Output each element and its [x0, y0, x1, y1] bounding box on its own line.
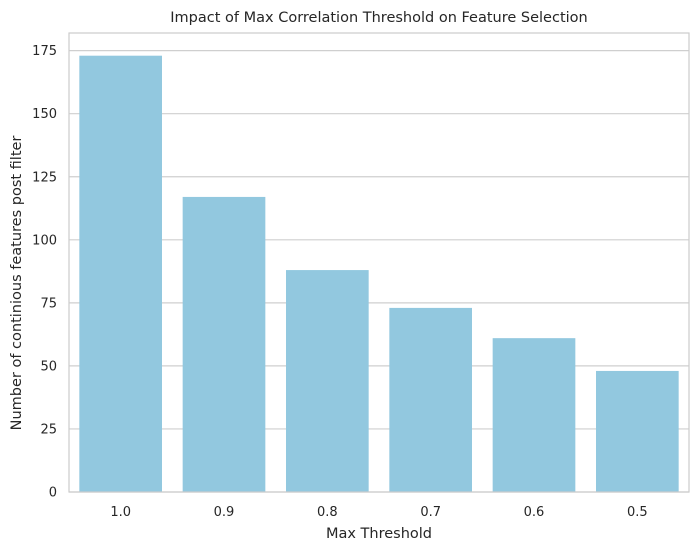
x-tick-label: 0.6	[524, 505, 545, 520]
bars	[79, 55, 679, 492]
bar-0-7	[389, 307, 472, 492]
y-tick-label: 150	[32, 107, 57, 122]
bar-0-5	[596, 370, 679, 492]
y-tick-label: 50	[40, 359, 57, 374]
x-tick-labels: 1.0 0.9 0.8 0.7 0.6 0.5	[110, 505, 647, 520]
chart-title: Impact of Max Correlation Threshold on F…	[170, 10, 587, 26]
x-tick-label: 0.7	[420, 505, 441, 520]
y-axis-label: Number of continious features post filte…	[9, 136, 25, 431]
y-tick-label: 0	[49, 486, 57, 501]
y-tick-label: 125	[32, 170, 57, 185]
x-tick-label: 1.0	[110, 505, 131, 520]
y-tick-label: 25	[40, 422, 57, 437]
x-axis-label: Max Threshold	[326, 526, 432, 542]
plot-frame	[68, 32, 690, 493]
bar-0-8	[286, 270, 369, 492]
bar-1-0	[79, 55, 162, 492]
x-tick-label: 0.9	[214, 505, 235, 520]
y-tick-labels: 0 25 50 75 100 125 150 175	[32, 44, 57, 500]
y-tick-label: 100	[32, 233, 57, 248]
x-tick-label: 0.5	[627, 505, 648, 520]
y-tick-label: 75	[40, 296, 57, 311]
bar-0-6	[492, 338, 576, 492]
grid-lines	[69, 50, 689, 493]
bar-0-9	[182, 196, 266, 492]
x-tick-label: 0.8	[317, 505, 338, 520]
y-tick-label: 175	[32, 44, 57, 59]
